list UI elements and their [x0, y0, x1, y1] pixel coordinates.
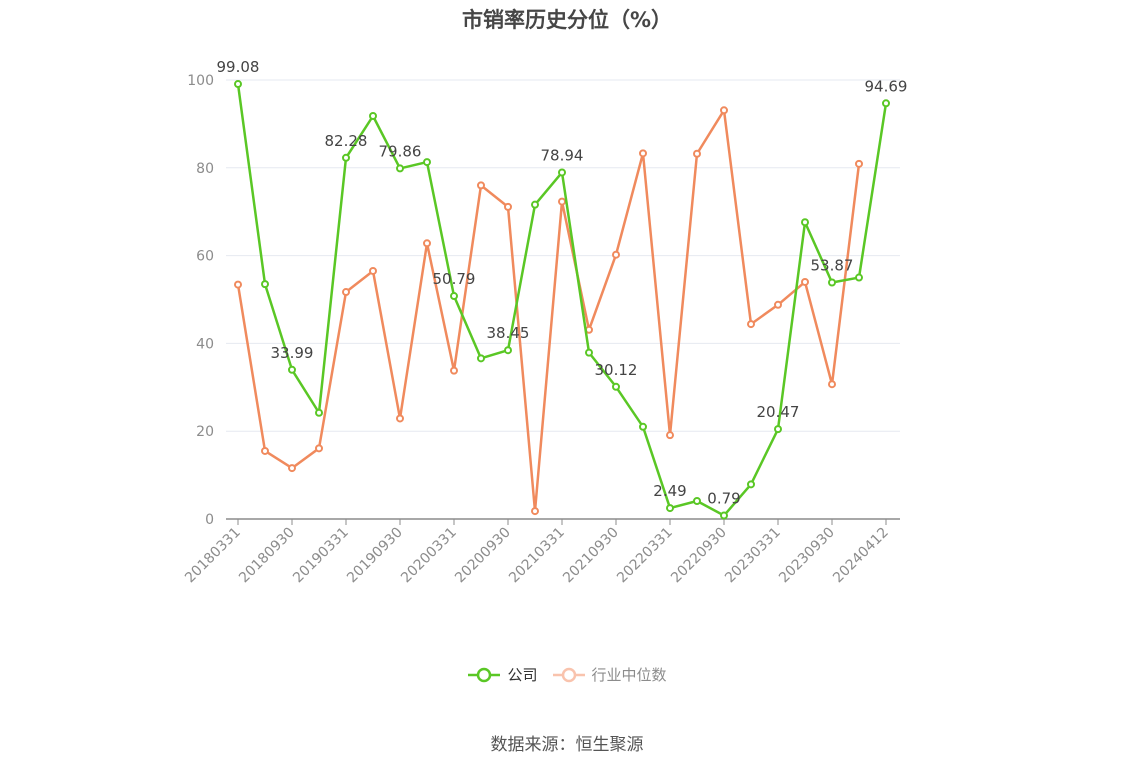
- point-company-20: [774, 425, 782, 434]
- legend-item-industry[interactable]: 行业中位数: [552, 664, 667, 685]
- point-industry-18: [720, 106, 728, 115]
- x-tick-label-20220331: 20220331: [614, 525, 676, 587]
- point-company-19: [747, 480, 755, 489]
- x-tick-label-20220930: 20220930: [668, 525, 730, 587]
- y-tick-label-60: 60: [196, 249, 214, 265]
- point-company-22: [828, 278, 836, 287]
- x-tick-label-20190930: 20190930: [344, 525, 406, 587]
- legend-label-company: 公司: [507, 666, 538, 684]
- point-industry-6: [396, 414, 404, 423]
- x-tick-label-20210331: 20210331: [506, 525, 568, 587]
- point-industry-0: [234, 280, 242, 289]
- data-label-company-0: 99.08: [217, 58, 260, 76]
- data-label-company-2: 33.99: [271, 344, 314, 362]
- y-tick-label-100: 100: [187, 73, 214, 89]
- point-company-12: [558, 168, 566, 177]
- point-industry-11: [531, 507, 539, 516]
- x-tick-label-20200930: 20200930: [452, 525, 514, 587]
- data-label-company-16: 2.49: [653, 482, 686, 500]
- point-industry-9: [477, 181, 485, 190]
- point-company-9: [477, 354, 485, 363]
- y-tick-label-40: 40: [196, 336, 214, 352]
- data-label-company-10: 38.45: [487, 324, 530, 342]
- data-label-company-8: 50.79: [433, 270, 476, 288]
- x-tick-label-20200331: 20200331: [398, 525, 460, 587]
- point-industry-16: [666, 431, 674, 440]
- y-tick-label-20: 20: [196, 424, 214, 440]
- point-industry-20: [774, 300, 782, 309]
- point-company-11: [531, 200, 539, 209]
- data-label-company-24: 94.69: [865, 77, 908, 95]
- point-industry-15: [639, 149, 647, 158]
- point-industry-14: [612, 250, 620, 259]
- x-tick-label-20210930: 20210930: [560, 525, 622, 587]
- point-company-15: [639, 422, 647, 431]
- point-industry-12: [558, 197, 566, 206]
- x-tick-label-20230331: 20230331: [722, 525, 784, 587]
- point-industry-5: [369, 266, 377, 275]
- series-lines: [234, 80, 890, 520]
- legend-label-industry: 行业中位数: [591, 666, 667, 684]
- data-label-company-12: 78.94: [541, 146, 584, 164]
- data-label-company-18: 0.79: [707, 490, 740, 508]
- x-tick-label-20240412: 20240412: [830, 525, 892, 587]
- legend-industry-marker: [552, 667, 585, 682]
- legend-item-company[interactable]: 公司: [467, 664, 538, 685]
- point-company-10: [504, 346, 512, 355]
- series-line-industry: [236, 109, 861, 513]
- point-company-8: [450, 292, 458, 301]
- point-industry-4: [342, 288, 350, 297]
- x-tick-label-20180331: 20180331: [182, 525, 244, 587]
- point-company-0: [234, 80, 242, 89]
- point-company-4: [342, 153, 350, 162]
- chart-title: 市销率历史分位（%）: [461, 8, 673, 32]
- point-company-16: [666, 504, 674, 513]
- x-tick-label-20230930: 20230930: [776, 525, 838, 587]
- point-company-1: [261, 280, 269, 289]
- point-company-7: [423, 158, 431, 167]
- point-company-24: [882, 99, 890, 108]
- point-industry-23: [855, 159, 863, 168]
- data-label-company-20: 20.47: [757, 403, 800, 421]
- point-company-2: [288, 365, 296, 374]
- point-company-17: [693, 497, 701, 506]
- data-label-company-6: 79.86: [379, 142, 422, 160]
- point-industry-17: [693, 149, 701, 158]
- point-company-14: [612, 382, 620, 391]
- point-industry-22: [828, 380, 836, 389]
- point-industry-1: [261, 446, 269, 455]
- legend-company-marker: [468, 667, 501, 682]
- point-industry-3: [315, 444, 323, 453]
- point-industry-8: [450, 366, 458, 375]
- point-industry-2: [288, 464, 296, 473]
- point-company-23: [855, 273, 863, 282]
- y-tick-label-80: 80: [196, 161, 214, 177]
- data-labels: 99.08 33.99 82.28 79.86 50.79 38.45 78.94 30.12…: [217, 58, 908, 507]
- y-tick-label-0: 0: [205, 512, 214, 528]
- data-label-company-22: 53.87: [811, 257, 854, 275]
- point-company-5: [369, 111, 377, 120]
- point-industry-7: [423, 239, 431, 248]
- point-company-18: [720, 511, 728, 520]
- source-note: 数据来源：恒生聚源: [490, 735, 644, 755]
- point-company-6: [396, 164, 404, 173]
- point-company-3: [315, 408, 323, 417]
- x-tick-label-20190331: 20190331: [290, 525, 352, 587]
- point-industry-21: [801, 277, 809, 286]
- point-company-21: [801, 218, 809, 227]
- legend: 公司 行业中位数: [0, 664, 1134, 685]
- data-label-company-14: 30.12: [595, 361, 638, 379]
- x-tick-label-20180930: 20180930: [236, 525, 298, 587]
- point-industry-10: [504, 202, 512, 211]
- data-label-company-4: 82.28: [325, 132, 368, 150]
- point-company-13: [585, 348, 593, 357]
- point-industry-19: [747, 320, 755, 329]
